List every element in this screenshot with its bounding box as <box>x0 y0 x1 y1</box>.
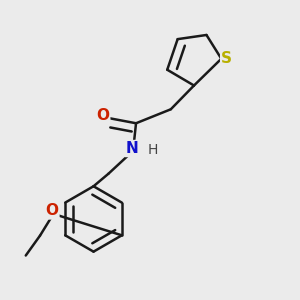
Text: N: N <box>125 141 138 156</box>
Text: H: H <box>147 143 158 157</box>
Text: S: S <box>221 51 232 66</box>
Text: O: O <box>96 108 109 123</box>
Text: O: O <box>45 203 58 218</box>
